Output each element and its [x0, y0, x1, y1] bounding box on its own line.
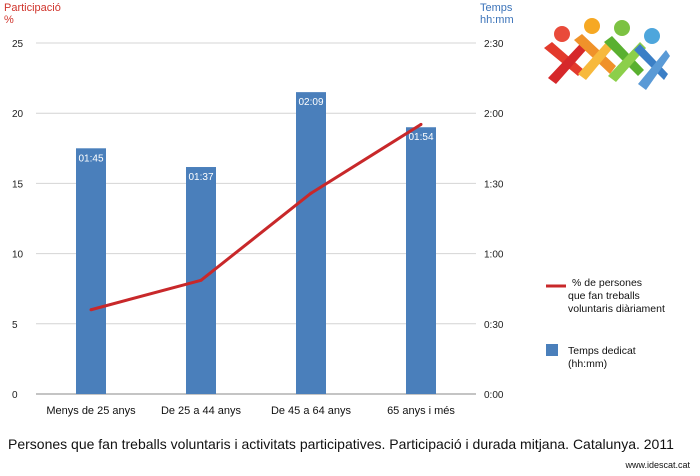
- right-tick-label: 2:30: [484, 39, 504, 50]
- legend-line-text: que fan treballs: [568, 290, 640, 302]
- bar: [296, 92, 326, 394]
- bar-value-labels: 01:45 01:37 02:09 01:54: [78, 97, 433, 183]
- legend: % de persones que fan treballs voluntaris …: [546, 277, 665, 370]
- combo-chart: 0 5 10 15 20 25 0:00 0:30 1:00 1:30 2:00 2:30 01:4…: [12, 39, 665, 417]
- left-tick-label: 25: [12, 39, 24, 50]
- idescat-people-logo: [544, 18, 670, 90]
- line-series: [89, 122, 423, 312]
- left-tick-label: 15: [12, 179, 24, 190]
- bar-value-label: 01:54: [408, 132, 433, 143]
- left-axis-ticks: 0 5 10 15 20 25: [12, 39, 24, 401]
- left-tick-label: 10: [12, 250, 24, 261]
- right-tick-label: 1:30: [484, 179, 504, 190]
- category-labels: Menys de 25 anys De 25 a 44 anys De 45 a 6…: [46, 405, 455, 417]
- left-tick-label: 5: [12, 320, 18, 331]
- line-point: [309, 191, 313, 195]
- chart-caption: Persones que fan treballs voluntaris i a…: [8, 436, 674, 452]
- series-line: [90, 123, 422, 312]
- right-tick-label: 0:00: [484, 390, 504, 401]
- category-label: 65 anys i més: [387, 405, 455, 417]
- left-axis-title: Participació %: [4, 2, 61, 26]
- right-axis-ticks: 0:00 0:30 1:00 1:30 2:00 2:30: [484, 39, 504, 401]
- legend-line-label: % de persones que fan treballs voluntaris …: [568, 277, 665, 315]
- category-label: Menys de 25 anys: [46, 405, 136, 417]
- category-label: De 25 a 44 anys: [161, 405, 242, 417]
- bar: [76, 148, 106, 394]
- legend-bar-label: Temps dedicat (hh:mm): [568, 345, 636, 370]
- right-tick-label: 0:30: [484, 320, 504, 331]
- legend-bar-text: (hh:mm): [568, 358, 607, 370]
- line-point: [199, 278, 203, 282]
- line-point: [89, 308, 93, 312]
- legend-line-text: % de persones: [572, 277, 642, 289]
- legend-bar-swatch: [546, 344, 558, 356]
- legend-line-text: voluntaris diàriament: [568, 303, 665, 315]
- line-point: [419, 122, 423, 126]
- category-label: De 45 a 64 anys: [271, 405, 352, 417]
- gridlines: [36, 42, 476, 395]
- right-axis-title: Temps hh:mm: [480, 2, 514, 26]
- bar-series: [76, 92, 436, 395]
- source-label: www.idescat.cat: [625, 460, 690, 470]
- left-tick-label: 20: [12, 109, 24, 120]
- bar: [406, 127, 436, 395]
- legend-bar-text: Temps dedicat: [568, 345, 636, 357]
- right-tick-label: 2:00: [484, 109, 504, 120]
- bar-value-label: 01:45: [78, 153, 103, 164]
- right-tick-label: 1:00: [484, 250, 504, 261]
- bar-value-label: 01:37: [188, 172, 213, 183]
- bar-value-label: 02:09: [298, 97, 323, 108]
- left-tick-label: 0: [12, 390, 18, 401]
